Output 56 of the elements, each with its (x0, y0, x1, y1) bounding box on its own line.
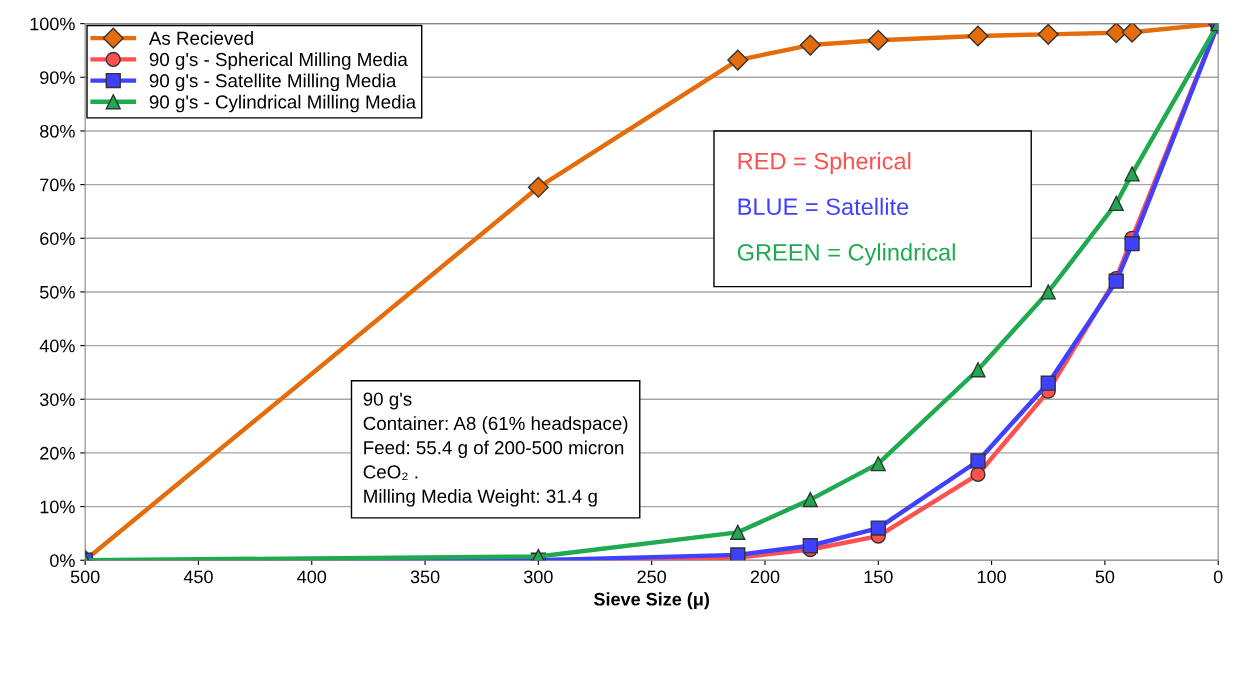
point (870, 520, 886, 536)
x-tick-label: 450 (183, 570, 213, 584)
point (527, 176, 549, 198)
y-tick-label: 60% (40, 232, 75, 245)
y-tick-label: 90% (40, 71, 75, 85)
point (802, 491, 818, 508)
x-axis-title: Sieve Size (μ) (593, 592, 709, 610)
point (970, 453, 986, 469)
annotation: CeO₂ . (363, 465, 418, 481)
y-tick-label: 70% (40, 178, 75, 192)
annotation: BLUE = Satellite (738, 197, 909, 216)
point (727, 49, 749, 71)
point (802, 538, 818, 554)
point (967, 25, 989, 47)
annotation: Milling Media Weight: 31.4 g (364, 489, 597, 507)
point (970, 362, 986, 378)
annotation: RED = Spherical (738, 152, 911, 175)
legend-label: 90 g's - Spherical Milling Media (149, 52, 408, 70)
y-tick-label: 20% (40, 446, 75, 460)
point (867, 29, 889, 51)
y-tick-label: 100% (30, 17, 75, 31)
point (1108, 195, 1124, 212)
x-tick-label: 500 (70, 570, 100, 584)
point (870, 456, 886, 472)
annotation: Container: A8 (61% headspace) (363, 416, 628, 434)
x-tick-label: 0 (1213, 570, 1223, 584)
x-tick-label: 350 (410, 570, 440, 584)
x-tick-label: 150 (864, 570, 893, 584)
x-tick-label: 300 (523, 570, 553, 584)
y-tick-label: 10% (40, 500, 75, 514)
point (730, 524, 746, 540)
x-tick-label: 400 (297, 570, 327, 584)
point (1105, 23, 1127, 44)
y-tick-label: 50% (40, 285, 75, 299)
point (530, 548, 546, 561)
x-tick-label: 100 (977, 570, 1006, 584)
legend-label: 90 g's - Satellite Milling Media (149, 73, 397, 92)
y-tick-label: 40% (39, 339, 75, 353)
x-tick-label: 50 (1095, 570, 1115, 584)
point (1040, 284, 1056, 300)
legend-label: As Recieved (148, 31, 253, 45)
point (1040, 375, 1056, 391)
x-tick-label: 250 (637, 570, 667, 584)
y-tick-label: 80% (40, 124, 75, 138)
point (799, 34, 821, 56)
y-tick-label: 0% (50, 554, 75, 567)
point (1124, 166, 1140, 182)
annotation: 90 g's (363, 392, 412, 410)
point (1037, 23, 1059, 45)
point (1124, 236, 1140, 252)
annotation: Feed: 55.4 g of 200-500 micron (364, 440, 624, 459)
annotation: GREEN = Cylindrical (737, 243, 955, 266)
point (1121, 23, 1143, 43)
x-tick-label: 200 (750, 570, 780, 584)
y-tick-label: 30% (39, 393, 75, 406)
legend-label: 90 g's - Cylindrical Milling Media (149, 94, 417, 113)
